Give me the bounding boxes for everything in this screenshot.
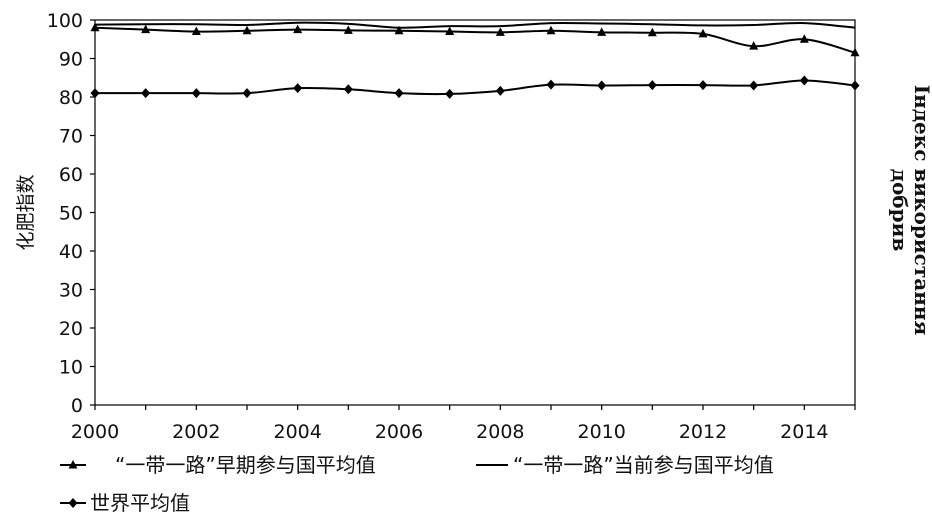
data-point	[546, 25, 556, 35]
data-point	[546, 79, 556, 90]
legend-label: “一带一路”早期参与国平均值	[115, 453, 376, 477]
right-label-line: добрив	[888, 169, 912, 252]
x-tick-label: 2000	[71, 421, 119, 443]
series	[90, 22, 860, 57]
data-point	[343, 84, 353, 95]
data-point	[343, 25, 353, 34]
x-tick-label: 2002	[172, 421, 220, 443]
y-tick-label: 20	[59, 318, 83, 340]
y-tick-label: 100	[47, 10, 83, 32]
data-point	[394, 25, 404, 35]
y-axis-label: 化肥指数	[15, 174, 37, 250]
x-tick-label: 2006	[375, 421, 423, 443]
axes: 0 10 20 30 40 50 60 70 80 90 100 2000 2002 2004 2006 20…	[47, 10, 856, 443]
data-point	[141, 88, 151, 99]
x-tick-label: 2010	[577, 421, 625, 443]
data-point	[647, 27, 657, 37]
data-point	[90, 88, 100, 99]
data-point	[749, 80, 759, 91]
x-tick-label: 2004	[273, 421, 321, 443]
series	[90, 75, 860, 99]
y-tick-label: 90	[59, 49, 83, 71]
series-layer	[90, 21, 860, 99]
data-point	[597, 80, 607, 91]
y-tick-label: 60	[59, 164, 83, 186]
y-tick-label: 30	[59, 280, 83, 302]
series-line	[94, 26, 856, 54]
y-tick-label: 50	[59, 203, 83, 225]
y-tick-label: 80	[59, 87, 83, 109]
x-tick-label: 2008	[476, 421, 524, 443]
data-point	[242, 88, 252, 99]
data-point	[191, 88, 201, 99]
legend-item: “一带一路”当前参与国平均值	[476, 453, 774, 477]
data-point	[495, 27, 505, 36]
legend-label: 世界平均值	[90, 491, 190, 515]
y-tick-label: 70	[59, 126, 83, 148]
data-point	[394, 88, 404, 99]
data-point	[850, 80, 860, 91]
data-point	[242, 25, 252, 35]
right-label-line: Індекс використання	[910, 85, 932, 336]
data-point	[799, 34, 809, 43]
x-tick-label: 2014	[780, 421, 828, 443]
legend-item: “一带一路”早期参与国平均值	[60, 453, 376, 477]
series-line	[94, 79, 856, 96]
data-point	[445, 26, 455, 36]
data-point	[850, 47, 860, 57]
series	[94, 21, 856, 29]
x-tick-label: 2012	[679, 421, 727, 443]
data-point	[293, 83, 303, 94]
data-point	[698, 80, 708, 91]
series-line	[94, 21, 856, 29]
data-point	[191, 26, 201, 36]
data-point	[698, 28, 708, 38]
data-point	[68, 460, 78, 469]
data-point	[597, 27, 607, 36]
data-point	[445, 88, 455, 99]
data-point	[68, 498, 78, 508]
legend-item: 世界平均值	[60, 491, 190, 515]
y-tick-label: 0	[71, 395, 83, 417]
data-point	[799, 75, 809, 86]
y-tick-label: 10	[59, 357, 83, 379]
data-point	[495, 85, 505, 96]
data-point	[749, 41, 759, 50]
legend-label: “一带一路”当前参与国平均值	[513, 453, 774, 477]
data-point	[90, 22, 100, 32]
data-point	[647, 80, 657, 91]
y-tick-label: 40	[59, 241, 83, 263]
data-point	[293, 24, 303, 34]
data-point	[141, 24, 151, 34]
plot-frame	[94, 19, 856, 406]
